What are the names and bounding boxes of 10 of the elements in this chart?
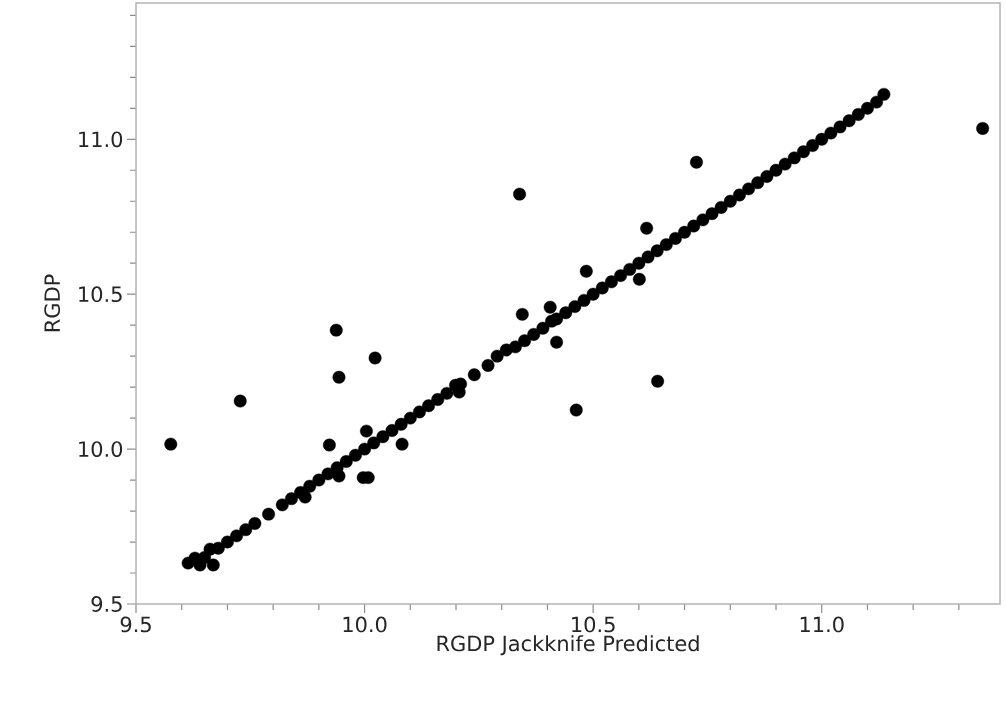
y-axis-title: RGDP: [44, 274, 61, 332]
y-tick-label: 11.0: [79, 131, 123, 148]
x-tick-label: 10.5: [572, 616, 615, 633]
x-axis-title: RGDP Jackknife Predicted: [437, 635, 699, 656]
y-tick-label: 9.5: [91, 596, 122, 612]
x-tick-label: 11.0: [800, 616, 844, 633]
x-tick-label: 10.0: [343, 616, 387, 633]
x-tick-label: 9.5: [120, 616, 151, 633]
y-tick-label: 10.5: [79, 286, 122, 303]
y-tick-label: 10.0: [79, 441, 123, 457]
